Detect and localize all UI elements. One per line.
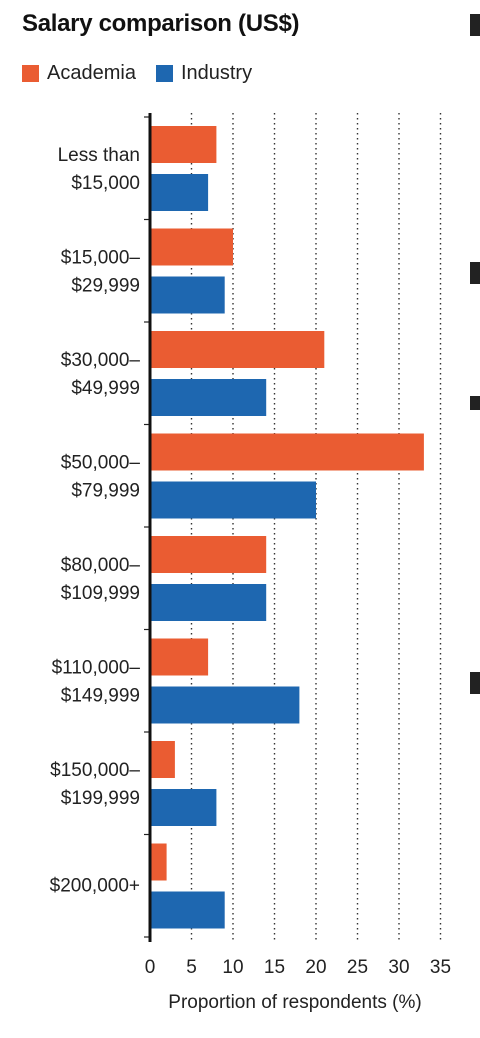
bar-academia-2 — [150, 331, 325, 368]
bar-industry-3 — [150, 481, 316, 519]
category-label-line-2: $15,000 — [71, 173, 140, 194]
cropped-edge-fragment — [470, 672, 480, 694]
x-tick-label-15: 15 — [264, 957, 285, 978]
bar-industry-5 — [150, 686, 300, 724]
category-label-line-1: $110,000– — [52, 658, 141, 679]
x-tick-label-35: 35 — [430, 957, 451, 978]
category-label-3: $50,000– $79,999 — [61, 453, 141, 502]
x-tick-label-30: 30 — [388, 957, 409, 978]
bar-academia-3 — [150, 433, 424, 471]
legend-swatch-academia — [22, 65, 39, 82]
bar-academia-6 — [150, 741, 175, 778]
category-label-line-1: $150,000– — [50, 760, 140, 781]
cropped-edge-fragment — [470, 14, 480, 36]
bar-industry-0 — [150, 174, 209, 211]
category-label-line-2: $49,999 — [71, 378, 140, 399]
legend-swatch-industry — [155, 65, 173, 82]
category-label-line-2: $109,999 — [61, 583, 140, 604]
category-label-line-2: $199,999 — [61, 788, 140, 809]
category-label-1: $15,000– $29,999 — [61, 248, 141, 297]
legend-label-industry: Industry — [180, 62, 253, 84]
category-label-line-1: Less than — [58, 145, 140, 166]
category-label-6: $150,000– $199,999 — [50, 760, 140, 809]
bar-industry-1 — [150, 276, 225, 314]
x-tick-label-5: 5 — [186, 957, 197, 978]
legend-label-academia: Academia — [47, 62, 136, 84]
bar-academia-0 — [150, 126, 217, 163]
x-tick-label-25: 25 — [347, 957, 368, 978]
category-label-line-2: $79,999 — [71, 481, 140, 502]
bar-industry-2 — [150, 379, 267, 416]
category-label-line-1: $80,000– — [61, 555, 141, 576]
bar-academia-7 — [150, 843, 167, 881]
bar-academia-5 — [150, 638, 209, 676]
category-label-line-1: $50,000– — [61, 453, 141, 474]
bar-industry-4 — [150, 584, 267, 621]
bar-industry-6 — [150, 789, 217, 826]
bar-industry-7 — [150, 891, 225, 929]
bar-academia-1 — [150, 228, 233, 266]
x-tick-label-10: 10 — [222, 957, 243, 978]
legend-item-industry: Industry — [155, 62, 253, 85]
category-label-7: $200,000+ — [50, 876, 140, 897]
category-label-2: $30,000– $49,999 — [61, 350, 141, 399]
legend-item-academia: Academia — [22, 62, 136, 85]
bar-academia-4 — [150, 536, 267, 573]
category-label-line-1: $30,000– — [61, 350, 141, 371]
category-label-line-2: $29,999 — [71, 276, 140, 297]
x-tick-label-20: 20 — [305, 957, 326, 978]
legend: Academia Industry — [22, 62, 272, 85]
chart-title: Salary comparison (US$) — [22, 10, 300, 37]
category-label-4: $80,000– $109,999 — [61, 555, 141, 604]
cropped-edge-fragment — [470, 396, 480, 410]
x-axis-label: Proportion of respondents (%) — [168, 992, 421, 1013]
category-label-line-1: $15,000– — [61, 248, 141, 269]
cropped-edge-fragment — [470, 262, 480, 284]
category-label-line-2: $149,999 — [61, 686, 140, 707]
category-label-5: $110,000– $149,999 — [52, 658, 141, 707]
category-label-0: Less than $15,000 — [58, 145, 140, 194]
x-tick-label-0: 0 — [145, 957, 156, 978]
